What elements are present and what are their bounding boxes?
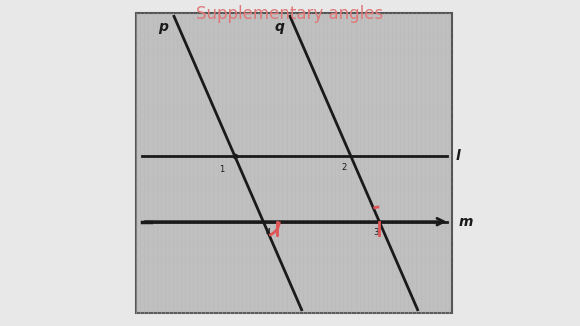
Text: Supplementary angles: Supplementary angles bbox=[197, 5, 383, 23]
Text: p: p bbox=[158, 20, 168, 34]
Text: 2: 2 bbox=[342, 163, 347, 172]
Text: m: m bbox=[458, 215, 473, 229]
Text: 4: 4 bbox=[265, 228, 271, 237]
Text: q: q bbox=[274, 20, 284, 34]
Text: 3: 3 bbox=[374, 228, 379, 237]
Text: l: l bbox=[455, 150, 460, 163]
FancyBboxPatch shape bbox=[136, 13, 452, 313]
Text: 1: 1 bbox=[220, 165, 225, 174]
